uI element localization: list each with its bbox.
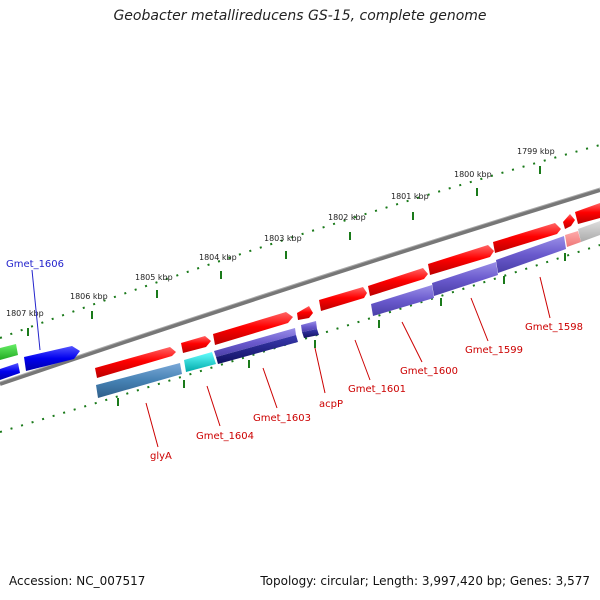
gene-red-9 <box>563 214 575 229</box>
tick-label: 1805 kbp <box>135 273 173 282</box>
gene-gmet1606 <box>24 346 80 371</box>
gene-cyan <box>184 352 216 372</box>
gene-label: acpP <box>319 399 343 410</box>
tick-label: 1803 kbp <box>264 234 302 243</box>
gene-labels: Gmet_1606 glyA Gmet_1604 Gmet_1603 acpP … <box>6 259 583 462</box>
tick-label: 1799 kbp <box>517 147 555 156</box>
leader-lines <box>31 269 551 448</box>
reverse-genes <box>0 221 600 398</box>
major-ticks-outer <box>27 166 541 336</box>
gene-navy-1 <box>216 335 298 364</box>
gene-red-3 <box>213 312 293 345</box>
gene-pink <box>565 231 581 247</box>
outer-tick-ring <box>0 144 600 339</box>
gene-label: Gmet_1599 <box>465 345 523 356</box>
gene-green <box>0 344 18 360</box>
gene-red-8 <box>493 223 561 253</box>
gene-label: Gmet_1603 <box>253 413 311 424</box>
gene-red-2 <box>181 336 211 353</box>
gene-navy-2 <box>302 329 319 338</box>
gene-glyA-fwd <box>95 347 176 378</box>
tick-label: 1806 kbp <box>70 292 108 301</box>
tick-label: 1804 kbp <box>199 253 237 262</box>
tick-label: 1807 kbp <box>6 309 44 318</box>
gene-label: Gmet_1600 <box>400 366 458 377</box>
inner-tick-ring <box>0 244 600 433</box>
accession-text: Accession: NC_007517 <box>9 574 146 588</box>
kbp-labels: 1807 kbp 1806 kbp 1805 kbp 1804 kbp 1803… <box>6 147 555 318</box>
genome-backbone <box>0 188 600 386</box>
gene-blue-rev <box>0 363 20 380</box>
gene-purple-4 <box>432 262 498 296</box>
gene-label: Gmet_1606 <box>6 259 64 270</box>
map-title: Geobacter metallireducens GS-15, complet… <box>113 8 487 24</box>
gene-label: Gmet_1604 <box>196 431 254 442</box>
gene-red-5 <box>319 287 367 311</box>
gene-purple-1 <box>214 328 296 357</box>
gene-gray <box>578 221 600 242</box>
gene-acpP <box>297 306 313 320</box>
major-ticks-inner <box>117 253 566 406</box>
tick-label: 1802 kbp <box>328 213 366 222</box>
gene-purple-2 <box>301 321 317 332</box>
gene-purple-3 <box>371 285 434 316</box>
gene-label: Gmet_1598 <box>525 322 583 333</box>
tick-label: 1800 kbp <box>454 170 492 179</box>
gene-red-6 <box>368 268 428 296</box>
gene-red-7 <box>428 245 494 275</box>
gene-label: glyA <box>150 451 172 462</box>
gene-purple-5 <box>496 236 566 273</box>
tick-label: 1801 kbp <box>391 192 429 201</box>
gene-red-10 <box>575 203 600 224</box>
gene-label: Gmet_1601 <box>348 384 406 395</box>
gene-glyA-rev <box>96 363 182 398</box>
forward-genes <box>0 203 600 378</box>
topology-text: Topology: circular; Length: 3,997,420 bp… <box>260 574 590 588</box>
